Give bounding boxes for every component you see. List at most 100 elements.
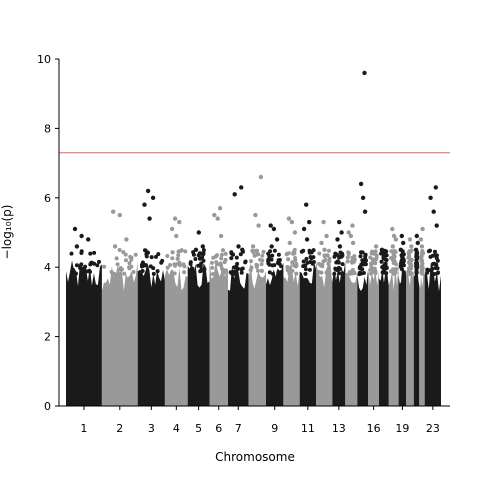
chr-11-point: [308, 255, 313, 259]
chr-4-point: [176, 253, 181, 258]
chr-5-point: [199, 261, 204, 266]
chr-1-point: [92, 250, 97, 255]
chr-9-point: [276, 270, 281, 275]
chr-6-top-point: [215, 216, 220, 221]
chr-16-point: [369, 271, 373, 276]
chr-9-point: [267, 270, 272, 275]
chr-19-point-band: [398, 264, 407, 406]
chr-4-point-band: [164, 267, 188, 406]
chr-18-point: [394, 262, 399, 267]
chr-23-top-point: [433, 185, 438, 190]
chr-8-point: [261, 249, 266, 254]
data-points-layer: [66, 70, 441, 406]
chr-12-point: [322, 253, 327, 258]
chr-19-top-point: [401, 240, 406, 246]
chr-22-point: [419, 260, 424, 264]
chr-4-top-point: [174, 233, 179, 239]
chr-1-point: [95, 263, 100, 268]
chr-3-point: [156, 252, 161, 257]
x-tick-label: 13: [332, 422, 346, 435]
chr-2-top-point: [124, 237, 129, 242]
chr-2-point: [112, 271, 117, 276]
chr-17-point: [382, 268, 387, 273]
chr-8-point: [259, 262, 264, 267]
chr-6-point: [220, 248, 225, 253]
y-tick-label: 0: [44, 400, 51, 413]
chr-20-top-point: [407, 237, 413, 242]
chr-1-point: [79, 249, 84, 254]
chr-11-point: [307, 267, 312, 272]
chr-2-point: [102, 264, 107, 269]
x-tick-label: 9: [271, 422, 278, 435]
chr-10-point: [293, 256, 298, 260]
chr-2-point: [123, 252, 128, 257]
chr-20-top-point: [406, 251, 412, 256]
chr-9-point: [266, 251, 271, 256]
chr-8-point-band: [248, 261, 266, 406]
chr-21-top-point: [415, 240, 420, 246]
chr-8-top-point: [258, 174, 264, 180]
chr-5-point: [197, 256, 202, 261]
chr-6-point: [219, 256, 224, 261]
chr-10-point: [292, 247, 297, 252]
chr-14-top-point: [348, 233, 354, 239]
chr-17-top-point: [380, 265, 385, 270]
chr-8-point: [256, 252, 261, 257]
chr-6-top-point: [217, 206, 223, 211]
chr-14-top-point: [350, 240, 356, 246]
chr-3-point: [143, 248, 148, 253]
x-tick-label: 2: [116, 422, 123, 435]
chr-17-point: [379, 259, 384, 264]
chr-14-point: [346, 251, 351, 256]
chr-1-point: [83, 264, 88, 269]
chr-11-top-point: [307, 219, 312, 225]
chr-9-point: [266, 257, 271, 262]
chr-21-point-band: [413, 264, 420, 406]
chr-3-top-point: [142, 202, 147, 207]
chr-15-top-point: [360, 195, 366, 200]
chr-6-top-point: [212, 212, 217, 218]
chr-8-point: [248, 268, 253, 273]
x-tick-label: 16: [367, 422, 381, 435]
chr-8-point: [255, 268, 260, 273]
chr-8-top-point: [256, 223, 261, 228]
chr-4-point: [182, 270, 187, 275]
chr-19-point: [401, 263, 406, 268]
chr-7-point: [228, 270, 233, 275]
chr-1-top-point: [79, 233, 84, 239]
chr-4-point: [172, 262, 177, 267]
chr-10-point: [287, 271, 292, 276]
chr-17-point: [384, 258, 389, 262]
chr-13-point: [338, 250, 343, 255]
chr-9-top-point: [271, 226, 277, 232]
chr-10-point: [290, 268, 295, 273]
x-tick-label: 3: [148, 422, 155, 435]
chr-13-point: [341, 271, 346, 276]
chr-2-point: [129, 257, 134, 262]
chr-23-point-band: [424, 263, 441, 406]
chr-18-top-point: [390, 244, 395, 249]
chr-9-point: [271, 272, 275, 276]
chr-18-point: [389, 256, 394, 260]
chr-15-point: [359, 262, 364, 267]
chr-6-point: [211, 255, 216, 260]
chr-22-top-point: [420, 226, 425, 232]
chr-1-point-band: [66, 260, 102, 406]
chr-5-point: [188, 261, 193, 266]
chr-12-top-point: [319, 240, 324, 246]
chr-4-point: [170, 250, 175, 255]
chr-6-point: [223, 251, 228, 256]
chr-20-point: [406, 270, 411, 275]
chr-15-top-point: [362, 70, 367, 76]
x-tick-label: 11: [301, 422, 315, 435]
chr-12-point: [326, 248, 331, 253]
chr-19-top-point: [398, 247, 403, 252]
chr-7-top-point: [240, 247, 245, 252]
chr-9-top-point: [274, 237, 280, 242]
chr-13-top-point: [337, 244, 343, 249]
chr-14-point: [348, 271, 353, 275]
chr-8-point: [253, 248, 258, 253]
chr-13-point: [337, 255, 342, 260]
chr-1-point: [69, 251, 74, 256]
